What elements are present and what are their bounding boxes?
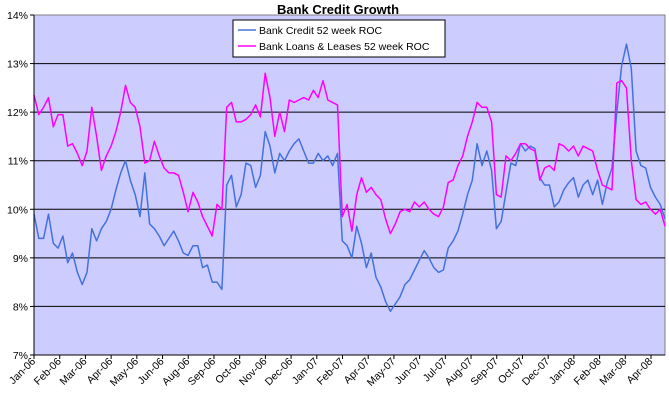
x-axis: Jan-06Feb-06Mar-06Apr-06May-06Jun-06Aug-…: [7, 354, 665, 389]
legend-box: [232, 19, 446, 58]
x-tick-label: May-07: [365, 356, 398, 389]
y-tick-label: 7%: [13, 350, 28, 362]
y-tick-label: 13%: [7, 59, 28, 71]
x-tick-label: Aug-07: [443, 356, 476, 389]
x-tick-label: Apr-08: [624, 356, 655, 387]
y-tick-label: 11%: [8, 156, 28, 168]
grid-lines: [34, 63, 665, 307]
legend-label-bank-loans-leases: Bank Loans & Leases 52 week ROC: [259, 41, 430, 53]
series-line-bank-loans-leases: [33, 72, 666, 237]
x-tick-label: Nov-06: [237, 356, 270, 389]
chart-title: Bank Credit Growth: [277, 2, 399, 17]
series-line-bank-credit: [33, 43, 666, 313]
x-tick-label: Feb-06: [32, 356, 64, 388]
x-tick-label: Sep-07: [468, 356, 501, 389]
y-axis: 7% 8% 9% 10% 11% 12% 13% 14%: [7, 10, 35, 362]
y-tick-label: 8%: [13, 301, 28, 313]
x-tick-label: Mar-06: [58, 356, 90, 388]
y-tick-label: 9%: [13, 253, 28, 265]
x-tick-label: Jun-07: [393, 356, 424, 387]
x-tick-label: Dec-07: [520, 356, 553, 389]
y-tick-label: 10%: [7, 204, 28, 216]
series-lines: [33, 43, 666, 313]
legend: Bank Credit 52 week ROC Bank Loans & Lea…: [232, 19, 446, 58]
y-tick-label: 12%: [7, 107, 28, 119]
plot-area: [33, 14, 666, 356]
x-tick-label: Mar-08: [597, 356, 629, 388]
legend-label-bank-credit: Bank Credit 52 week ROC: [259, 25, 383, 37]
x-tick-label: Feb-07: [315, 356, 347, 388]
x-tick-label: Sep-06: [186, 356, 219, 389]
x-tick-label: Feb-08: [572, 356, 604, 388]
x-tick-label: Aug-06: [160, 356, 193, 389]
x-tick-label: May-06: [108, 356, 141, 389]
y-tick-label: 14%: [7, 10, 28, 22]
x-tick-label: Dec-06: [263, 356, 296, 389]
